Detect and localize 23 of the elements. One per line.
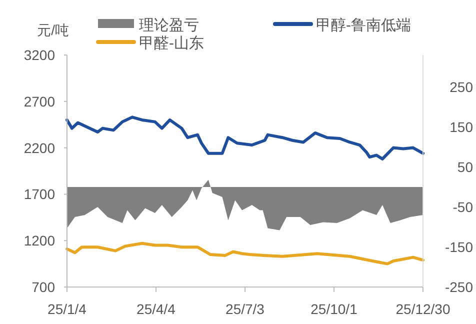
x-tick-label: 25/10/1: [310, 301, 358, 317]
y2-tick-label: -250: [444, 279, 474, 295]
y-tick-label: 1700: [24, 186, 56, 202]
y2-tick-label: 150: [450, 119, 474, 135]
y-tick-label: 1200: [24, 232, 56, 249]
y-axis-title: 元/吨: [37, 22, 69, 38]
x-tick-label: 25/1/4: [48, 301, 87, 317]
legend-label: 甲醇-鲁南低端: [316, 17, 411, 34]
x-tick-label: 25/12/30: [396, 301, 450, 317]
legend-label: 甲醛-山东: [139, 35, 204, 52]
line-series: [66, 116, 424, 160]
y-tick-label: 2200: [24, 140, 56, 156]
y-tick-label: 2700: [24, 93, 56, 110]
x-tick-label: 25/7/3: [226, 301, 265, 317]
y2-tick-label: 250: [450, 79, 474, 95]
y-tick-label: 3200: [24, 47, 56, 63]
y2-tick-label: -150: [444, 239, 474, 255]
legend-label: 理论盈亏: [139, 17, 199, 34]
y-tick-label: 700: [32, 279, 56, 295]
y2-tick-label: 50: [457, 159, 474, 175]
x-tick-label: 25/4/4: [136, 301, 176, 317]
y2-tick-label: -50: [452, 199, 474, 215]
line-series: [66, 242, 424, 266]
